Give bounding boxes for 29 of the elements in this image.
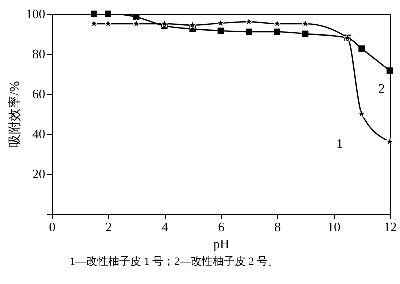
point xyxy=(105,10,112,18)
point xyxy=(358,46,365,52)
x-tick-label: 8 xyxy=(274,220,282,234)
x-tick-label: 4 xyxy=(162,220,169,234)
x-axis-title: pH xyxy=(214,236,230,252)
point xyxy=(91,10,98,18)
x-tick-label: 12 xyxy=(384,220,397,234)
x-tick-label: 10 xyxy=(328,220,341,234)
point xyxy=(133,14,140,20)
point xyxy=(90,20,99,28)
y-tick-label: 40 xyxy=(32,126,46,142)
text: 1—改性柚子皮 1 号；2—改性柚子皮 2 号。 xyxy=(70,255,280,269)
point xyxy=(218,28,224,34)
series-label: 2 xyxy=(378,80,386,96)
point xyxy=(274,28,280,36)
x-tick-label: 2 xyxy=(106,220,112,234)
x-tick-label: 6 xyxy=(218,220,226,234)
y-tick-label: 60 xyxy=(32,86,46,102)
point xyxy=(358,110,366,118)
series-label: 1 xyxy=(336,136,344,151)
y-tick-label: 100 xyxy=(26,6,46,22)
point xyxy=(386,68,394,74)
y-tick-label: 80 xyxy=(32,46,46,62)
point xyxy=(302,30,309,38)
point xyxy=(386,138,394,146)
x-tick-label: 0 xyxy=(49,220,56,234)
y-axis-title: 吸附效率/% xyxy=(7,81,22,148)
point xyxy=(246,28,252,36)
y-tick-label: 20 xyxy=(32,166,46,182)
